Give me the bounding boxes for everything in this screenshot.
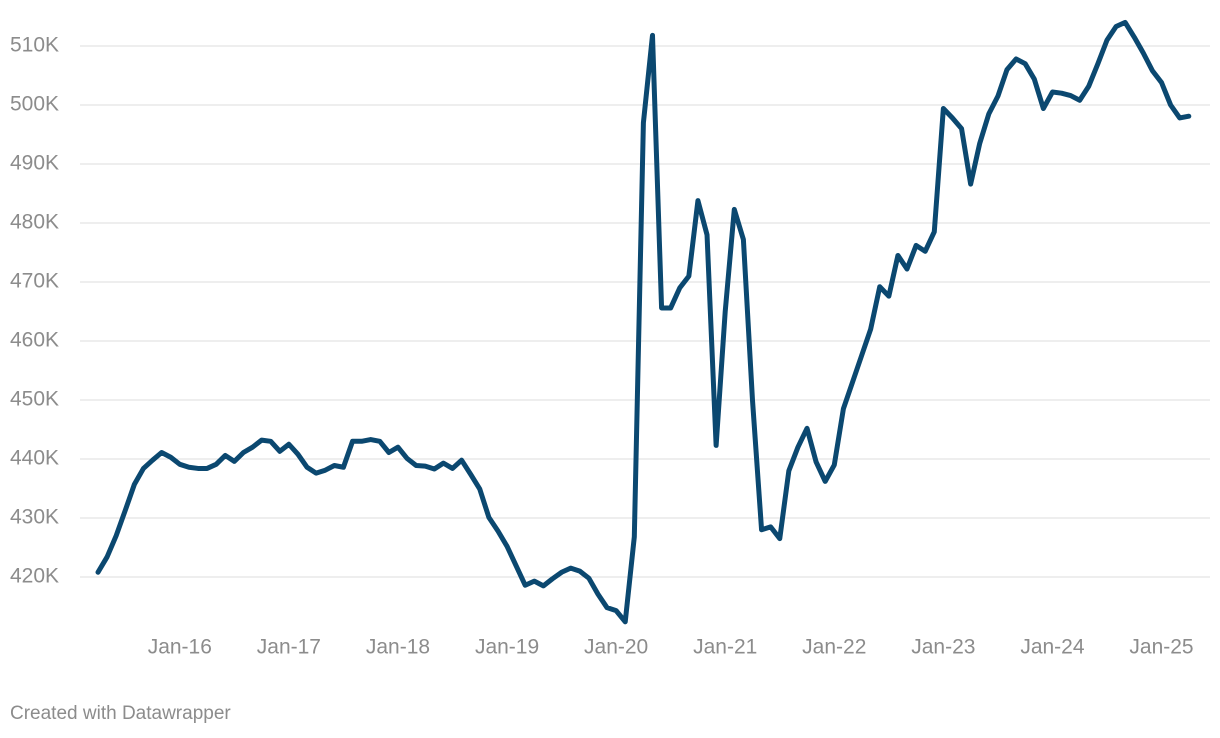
data-line (95, 19, 1192, 625)
y-tick-label: 460K (10, 329, 59, 352)
x-tick-label: Jan-24 (1020, 636, 1085, 659)
y-tick-label: 440K (10, 447, 59, 470)
credit: Created with Datawrapper (10, 703, 231, 724)
x-tick-label: Jan-17 (257, 636, 321, 659)
y-tick-label: 450K (10, 388, 59, 411)
x-tick-label: Jan-18 (366, 636, 430, 659)
y-tick-label: 470K (10, 270, 59, 293)
x-tick-label: Jan-16 (148, 636, 212, 659)
x-tick-label: Jan-23 (911, 636, 975, 659)
x-tick-label: Jan-22 (802, 636, 866, 659)
y-tick-label: 420K (10, 565, 59, 588)
x-tick-label: Jan-21 (693, 636, 757, 659)
y-tick-label: 430K (10, 506, 59, 529)
x-tick-label: Jan-19 (475, 636, 539, 659)
x-tick-label: Jan-20 (584, 636, 648, 659)
y-tick-label: 480K (10, 211, 59, 234)
y-tick-label: 500K (10, 93, 59, 116)
y-tick-label: 510K (10, 34, 59, 57)
y-tick-label: 490K (10, 152, 59, 175)
x-tick-label: Jan-25 (1129, 636, 1193, 659)
